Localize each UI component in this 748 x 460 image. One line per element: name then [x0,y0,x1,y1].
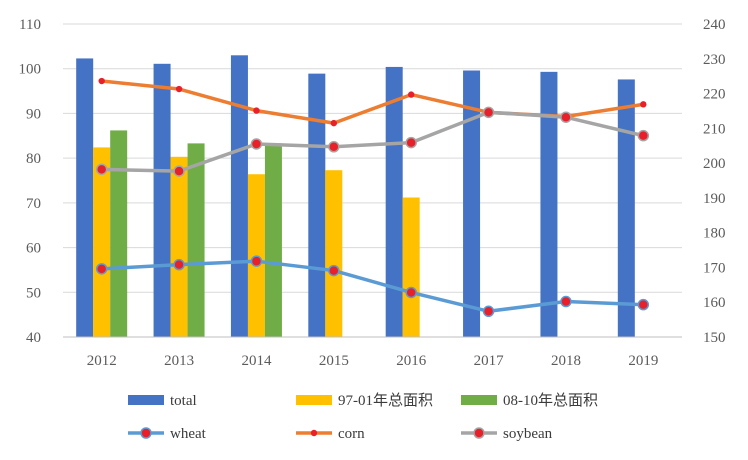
legend-label: total [170,393,197,409]
bar-08-10 [264,143,282,337]
legend-swatch [296,395,332,405]
point-corn [253,107,260,114]
y-left-tick-label: 110 [19,17,41,33]
bar-08-10 [110,130,128,337]
y-right-tick-label: 190 [703,191,726,207]
legend-item-wheat: wheat [128,426,207,442]
point-wheat [405,286,417,299]
y-left-tick-label: 70 [26,196,41,212]
x-tick-label: 2012 [87,353,117,369]
x-tick-label: 2017 [474,353,505,369]
x-tick-label: 2014 [241,353,272,369]
axes: 40 50 60 70 80 90 100 110 150 160 170 180 190 200 210 2… [19,17,726,369]
x-tick-label: 2016 [396,353,427,369]
legend-swatch [461,395,497,405]
legend-item-97-01年总面积: 97-01年总面积 [296,392,433,409]
y-right-tick-label: 160 [703,295,726,311]
y-right-tick-label: 220 [703,87,726,103]
point-soybean [328,141,340,153]
legend-label: wheat [170,426,207,442]
legend-marker [140,427,152,439]
legend-marker [473,427,485,439]
point-soybean [482,106,495,119]
y-left-tick-label: 80 [26,151,41,167]
x-tick-label: 2015 [319,353,349,369]
y-left-tick-label: 100 [19,62,42,78]
bar-total [230,55,248,338]
point-corn [98,77,105,85]
bar-97-01 [325,170,343,337]
legend-item-soybean: soybean [461,426,553,442]
legend-label: 08-10年总面积 [503,392,598,409]
point-soybean [560,111,572,123]
y-left-tick-label: 40 [26,330,41,346]
bar-total [617,79,635,338]
bar-total [540,71,558,337]
point-wheat [328,264,340,277]
bar-total [308,73,326,337]
point-corn [407,91,415,98]
x-tick-label: 2013 [164,353,194,369]
y-right-tick-label: 230 [703,52,726,68]
legend-swatch [128,395,164,405]
legend-label: corn [338,426,365,442]
point-corn [330,119,338,127]
x-tick-label: 2018 [551,353,581,369]
legend-item-08-10年总面积: 08-10年总面积 [461,392,598,409]
bar-97-01 [93,147,111,337]
point-wheat [95,263,108,275]
legend-marker [310,429,318,437]
legend: total 97-01年总面积 08-10年总面积 wheat corn soybean [128,392,598,442]
legend-item-total: total [128,393,197,409]
bar-total [385,66,403,337]
point-soybean [637,129,650,142]
y-right-tick-label: 210 [703,121,726,137]
point-soybean [95,163,108,176]
point-soybean [405,136,417,149]
line-series-group [95,77,650,318]
point-wheat [173,258,185,271]
legend-label: soybean [503,426,553,442]
line-soybean [99,110,646,173]
y-left-tick-label: 90 [26,106,41,122]
point-wheat [637,298,650,311]
y-right-tick-label: 200 [703,156,726,172]
bar-08-10 [187,143,205,337]
y-left-tick-label: 50 [26,285,41,301]
bar-97-01 [402,197,420,337]
y-right-tick-label: 180 [703,226,726,242]
x-tick-label: 2019 [628,353,658,369]
point-wheat [560,295,572,308]
y-right-tick-label: 170 [703,260,726,276]
bar-series-group [76,55,635,338]
line-wheat [99,259,646,314]
bar-97-01 [170,156,188,337]
y-right-tick-label: 240 [703,17,726,33]
bar-total [463,70,481,337]
legend-item-corn: corn [296,426,365,442]
bar-total [153,63,171,337]
point-soybean [173,165,185,177]
y-left-tick-label: 60 [26,241,41,257]
point-corn [640,101,647,108]
bar-total [76,58,94,338]
legend-label: 97-01年总面积 [338,392,433,409]
point-wheat [482,305,495,318]
y-right-tick-label: 150 [703,330,726,346]
point-corn [175,85,183,93]
point-soybean [250,138,263,150]
point-wheat [250,255,263,267]
